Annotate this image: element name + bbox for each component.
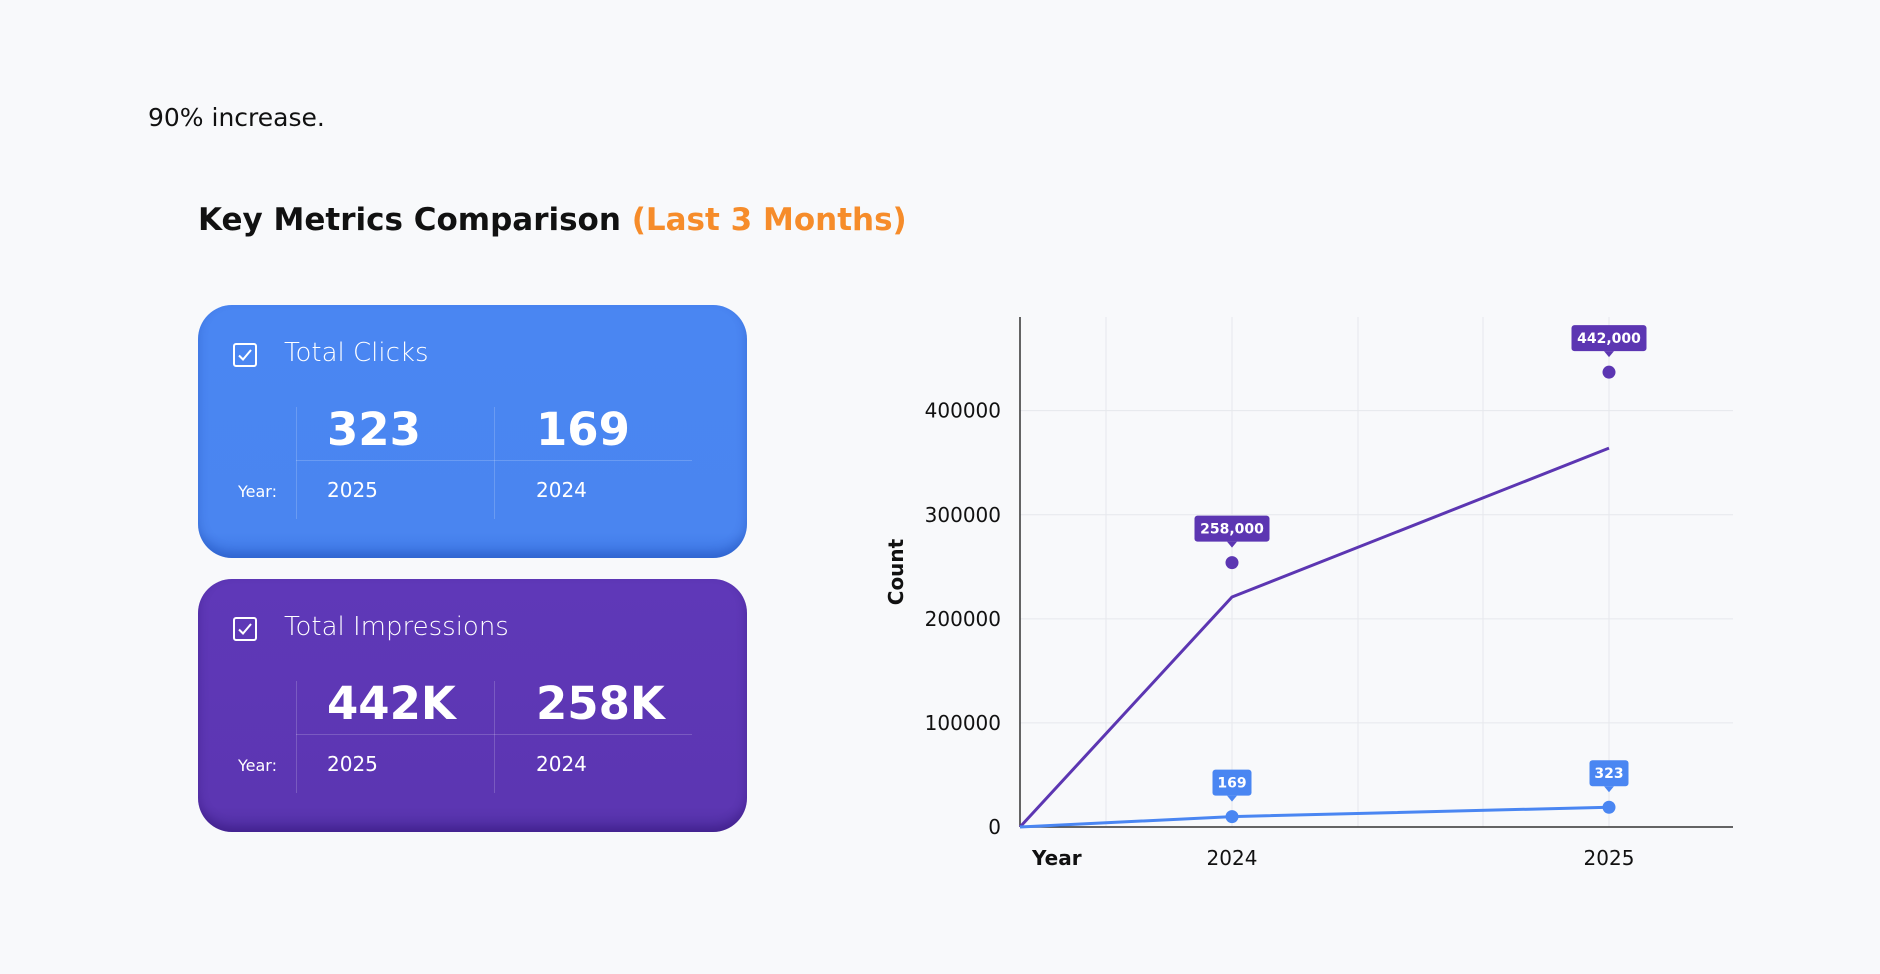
divider bbox=[296, 681, 297, 793]
y-tick-label: 200000 bbox=[925, 607, 1001, 631]
x-tick-label: 2025 bbox=[1584, 846, 1635, 870]
heading-main: Key Metrics Comparison bbox=[198, 202, 632, 238]
y-tick-label: 0 bbox=[988, 815, 1001, 839]
x-axis-label: Year bbox=[1031, 846, 1082, 870]
data-label-pointer bbox=[1227, 541, 1237, 548]
previous-value: 258K bbox=[536, 677, 665, 730]
divider bbox=[296, 460, 692, 461]
data-point bbox=[1225, 810, 1239, 824]
data-label-pointer bbox=[1604, 786, 1614, 793]
data-label-pointer bbox=[1604, 351, 1614, 358]
data-point bbox=[1602, 800, 1616, 814]
y-axis-label: Count bbox=[884, 538, 908, 605]
data-label-box bbox=[1571, 325, 1647, 352]
year-label: Year: bbox=[238, 482, 277, 501]
section-heading: Key Metrics Comparison (Last 3 Months) bbox=[198, 202, 907, 238]
data-label-box bbox=[1212, 769, 1252, 796]
previous-value: 169 bbox=[536, 403, 630, 456]
y-tick-label: 300000 bbox=[925, 503, 1001, 527]
data-label-box bbox=[1589, 760, 1629, 787]
data-point bbox=[1602, 365, 1616, 379]
divider bbox=[296, 407, 297, 519]
checkbox-checked-icon bbox=[233, 617, 257, 641]
previous-year: 2024 bbox=[536, 752, 587, 776]
card-title: Total Impressions bbox=[284, 612, 509, 642]
card-title: Total Clicks bbox=[284, 338, 429, 368]
data-label-box bbox=[1194, 515, 1270, 542]
total-impressions-card: Total Impressions 442K 258K Year: 2025 2… bbox=[198, 579, 747, 832]
year-label: Year: bbox=[238, 756, 277, 775]
x-tick-label: 2024 bbox=[1207, 846, 1258, 870]
heading-accent: (Last 3 Months) bbox=[631, 202, 907, 238]
y-tick-label: 100000 bbox=[925, 711, 1001, 735]
data-point bbox=[1225, 556, 1239, 570]
previous-year: 2024 bbox=[536, 478, 587, 502]
data-label-pointer bbox=[1227, 795, 1237, 802]
current-year: 2025 bbox=[327, 752, 378, 776]
data-label: 169 bbox=[1217, 776, 1246, 792]
divider bbox=[296, 734, 692, 735]
data-label: 258,000 bbox=[1200, 522, 1264, 538]
current-value: 323 bbox=[327, 403, 421, 456]
current-value: 442K bbox=[327, 677, 456, 730]
y-tick-label: 400000 bbox=[925, 399, 1001, 423]
data-label: 323 bbox=[1594, 766, 1623, 782]
data-label: 442,000 bbox=[1577, 331, 1641, 347]
total-clicks-card: Total Clicks 323 169 Year: 2025 2024 bbox=[198, 305, 747, 558]
intro-text: 90% increase. bbox=[148, 103, 325, 132]
current-year: 2025 bbox=[327, 478, 378, 502]
series-line bbox=[1018, 446, 1610, 829]
checkbox-checked-icon bbox=[233, 343, 257, 367]
series-line bbox=[1019, 805, 1610, 829]
divider bbox=[494, 407, 495, 519]
divider bbox=[494, 681, 495, 793]
